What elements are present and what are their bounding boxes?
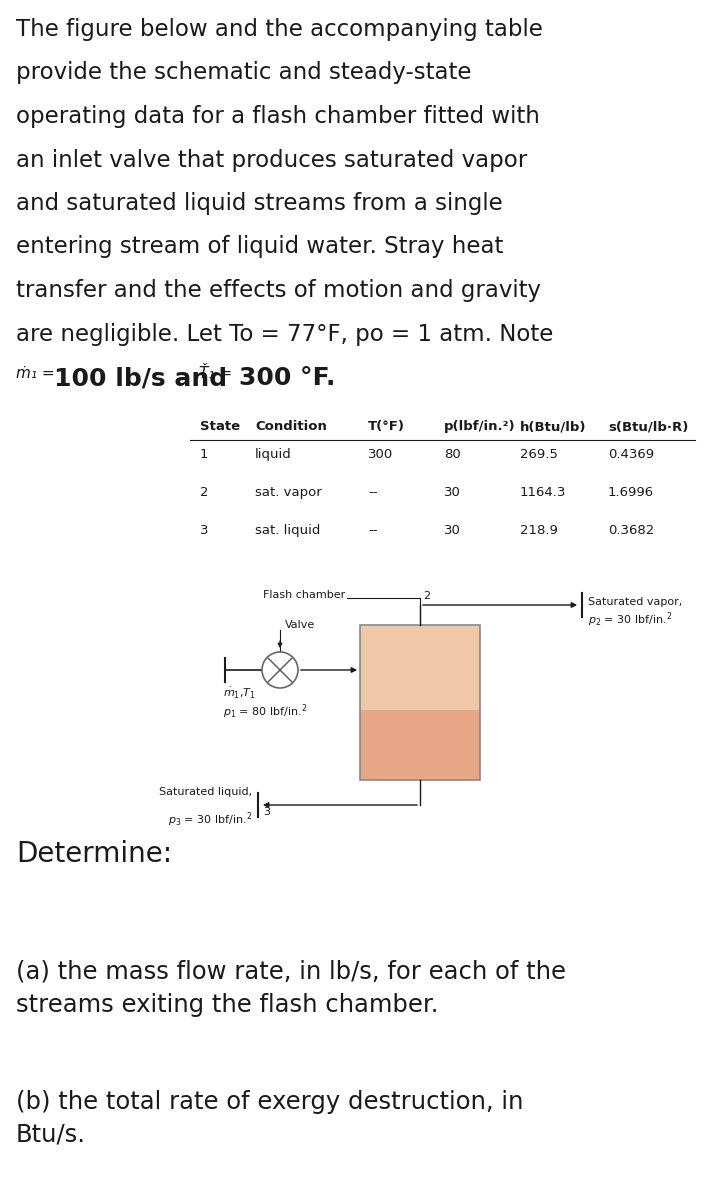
- Text: $p_2$ = 30 lbf/in.$^2$: $p_2$ = 30 lbf/in.$^2$: [588, 610, 672, 629]
- Text: Saturated liquid,: Saturated liquid,: [159, 787, 252, 797]
- Text: entering stream of liquid water. Stray heat: entering stream of liquid water. Stray h…: [16, 235, 503, 258]
- Circle shape: [262, 652, 298, 688]
- Text: transfer and the effects of motion and gravity: transfer and the effects of motion and g…: [16, 278, 541, 302]
- Text: $\dot{m}_1$,$T_1$: $\dot{m}_1$,$T_1$: [223, 686, 256, 701]
- Bar: [360, 625, 480, 710]
- Text: Saturated vapor,: Saturated vapor,: [588, 596, 682, 607]
- Text: and saturated liquid streams from a single: and saturated liquid streams from a sing…: [16, 192, 503, 215]
- Bar: [360, 710, 480, 780]
- Text: 0.4369: 0.4369: [608, 448, 654, 461]
- Text: sat. vapor: sat. vapor: [255, 486, 322, 499]
- Text: 3: 3: [200, 524, 208, 538]
- Text: State: State: [200, 420, 240, 433]
- Bar: [360, 625, 480, 780]
- Text: The figure below and the accompanying table: The figure below and the accompanying ta…: [16, 18, 543, 41]
- Text: p(lbf/in.²): p(lbf/in.²): [444, 420, 515, 433]
- Text: Condition: Condition: [255, 420, 327, 433]
- Text: liquid: liquid: [255, 448, 291, 461]
- Text: $p_1$ = 80 lbf/in.$^2$: $p_1$ = 80 lbf/in.$^2$: [223, 702, 307, 720]
- Text: 80: 80: [444, 448, 460, 461]
- Text: Flash chamber: Flash chamber: [263, 590, 345, 600]
- Text: 1164.3: 1164.3: [520, 486, 567, 499]
- Text: Determine:: Determine:: [16, 840, 172, 868]
- Text: 30: 30: [444, 524, 461, 538]
- Text: an inlet valve that produces saturated vapor: an inlet valve that produces saturated v…: [16, 149, 527, 172]
- Text: 30: 30: [444, 486, 461, 499]
- Text: $p_3$ = 30 lbf/in.$^2$: $p_3$ = 30 lbf/in.$^2$: [168, 810, 252, 828]
- Text: sat. liquid: sat. liquid: [255, 524, 320, 538]
- Text: 2: 2: [423, 590, 430, 601]
- Text: 100 lb/s and: 100 lb/s and: [54, 366, 227, 390]
- Text: T(°F): T(°F): [368, 420, 405, 433]
- Text: 218.9: 218.9: [520, 524, 558, 538]
- Text: h(Btu/lb): h(Btu/lb): [520, 420, 586, 433]
- Text: s(Btu/lb·R): s(Btu/lb·R): [608, 420, 689, 433]
- Text: operating data for a flash chamber fitted with: operating data for a flash chamber fitte…: [16, 104, 540, 128]
- Text: Ť₁ =: Ť₁ =: [199, 366, 232, 382]
- Text: ṁ₁ =: ṁ₁ =: [16, 366, 55, 382]
- Text: (a) the mass flow rate, in lb/s, for each of the
streams exiting the flash chamb: (a) the mass flow rate, in lb/s, for eac…: [16, 960, 566, 1016]
- Text: 300 °F.: 300 °F.: [239, 366, 335, 390]
- Text: 2: 2: [200, 486, 208, 499]
- Text: 300: 300: [368, 448, 394, 461]
- Text: --: --: [368, 524, 377, 538]
- Text: 0.3682: 0.3682: [608, 524, 654, 538]
- Text: 1: 1: [200, 448, 208, 461]
- Text: Valve: Valve: [285, 620, 315, 630]
- Text: are negligible. Let To = 77°F, po = 1 atm. Note: are negligible. Let To = 77°F, po = 1 at…: [16, 323, 553, 346]
- Text: 269.5: 269.5: [520, 448, 558, 461]
- Text: provide the schematic and steady-state: provide the schematic and steady-state: [16, 61, 472, 84]
- Text: 1.6996: 1.6996: [608, 486, 654, 499]
- Text: (b) the total rate of exergy destruction, in
Btu/s.: (b) the total rate of exergy destruction…: [16, 1090, 523, 1146]
- Text: --: --: [368, 486, 377, 499]
- Text: 3: 3: [263, 806, 270, 817]
